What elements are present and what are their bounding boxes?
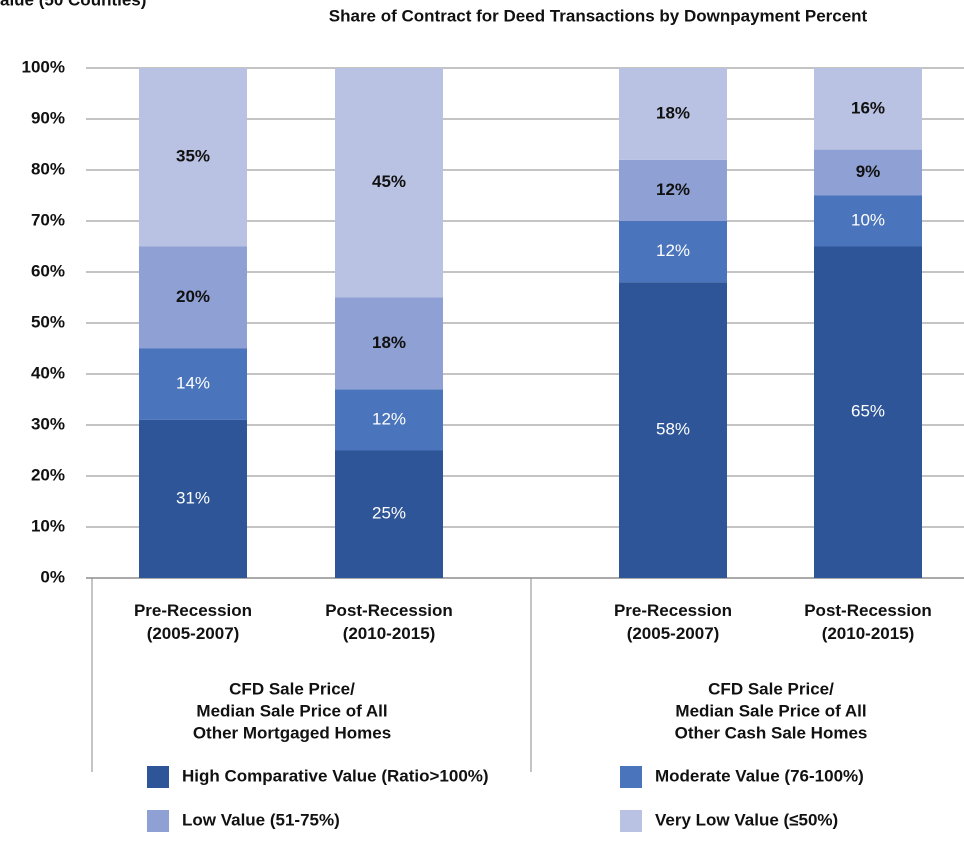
bar-segment <box>619 68 727 160</box>
x-tick-label: Post-Recession (2010-2015) <box>325 601 453 643</box>
data-label: 12% <box>372 409 406 428</box>
legend-label: High Comparative Value (Ratio>100%) <box>182 766 489 785</box>
chart-title: Share of Contract for Deed Transactions … <box>329 6 868 25</box>
x-tick-label: Pre-Recession (2005-2007) <box>133 601 253 643</box>
group-label: Other Mortgaged Homes <box>193 723 391 742</box>
bar-segment <box>619 282 727 578</box>
y-tick-label: 30% <box>31 414 65 433</box>
bar-segment <box>814 149 922 196</box>
y-tick-label: 40% <box>31 363 65 382</box>
x-tick-label: Post-Recession (2010-2015) <box>804 601 932 643</box>
y-tick-label: 20% <box>31 465 65 484</box>
bar-segment <box>619 159 727 221</box>
data-label: 10% <box>851 210 885 229</box>
data-label: 9% <box>856 162 881 181</box>
y-tick-label: 80% <box>31 159 65 178</box>
y-tick-label: 10% <box>31 516 65 535</box>
y-tick-label: 90% <box>31 108 65 127</box>
legend-label: Moderate Value (76-100%) <box>655 766 864 785</box>
bar-segment <box>139 246 247 349</box>
data-label: 58% <box>656 420 690 439</box>
data-label: 25% <box>372 504 406 523</box>
data-label: 31% <box>176 488 210 507</box>
data-label: 65% <box>851 402 885 421</box>
bar-segment <box>814 246 922 578</box>
bar-segment <box>139 68 247 247</box>
legend-swatch <box>147 766 169 788</box>
bar-segment <box>335 68 443 298</box>
bar-segment <box>139 419 247 578</box>
data-label: 16% <box>851 98 885 117</box>
group-label: CFD Sale Price/ <box>229 679 355 698</box>
bar-segment <box>139 348 247 420</box>
data-label: 12% <box>656 180 690 199</box>
legend-swatch <box>620 810 642 832</box>
bar-segment <box>814 68 922 150</box>
group-label: CFD Sale Price/ <box>708 679 834 698</box>
group-label: Median Sale Price of All <box>675 701 866 720</box>
subtitle: alue (50 Counties) <box>0 0 146 9</box>
data-label: 18% <box>372 333 406 352</box>
y-tick-label: 0% <box>40 567 65 586</box>
x-tick-label: Pre-Recession (2005-2007) <box>613 601 733 643</box>
group-label: Other Cash Sale Homes <box>675 723 868 742</box>
bar-segment <box>335 389 443 451</box>
data-label: 18% <box>656 103 690 122</box>
y-tick-label: 100% <box>22 57 65 76</box>
group-label: Median Sale Price of All <box>196 701 387 720</box>
data-label: 35% <box>176 147 210 166</box>
y-tick-label: 70% <box>31 210 65 229</box>
legend-label: Low Value (51-75%) <box>182 810 340 829</box>
legend-label: Very Low Value (≤50%) <box>655 810 838 829</box>
legend-swatch <box>147 810 169 832</box>
bar-segment <box>619 221 727 283</box>
bar-segment <box>335 297 443 390</box>
data-label: 45% <box>372 172 406 191</box>
data-label: 12% <box>656 241 690 260</box>
bar-segment <box>335 450 443 578</box>
bar-segment <box>814 195 922 247</box>
y-tick-label: 60% <box>31 261 65 280</box>
data-label: 14% <box>176 374 210 393</box>
data-label: 20% <box>176 287 210 306</box>
y-tick-label: 50% <box>31 312 65 331</box>
legend-swatch <box>620 766 642 788</box>
